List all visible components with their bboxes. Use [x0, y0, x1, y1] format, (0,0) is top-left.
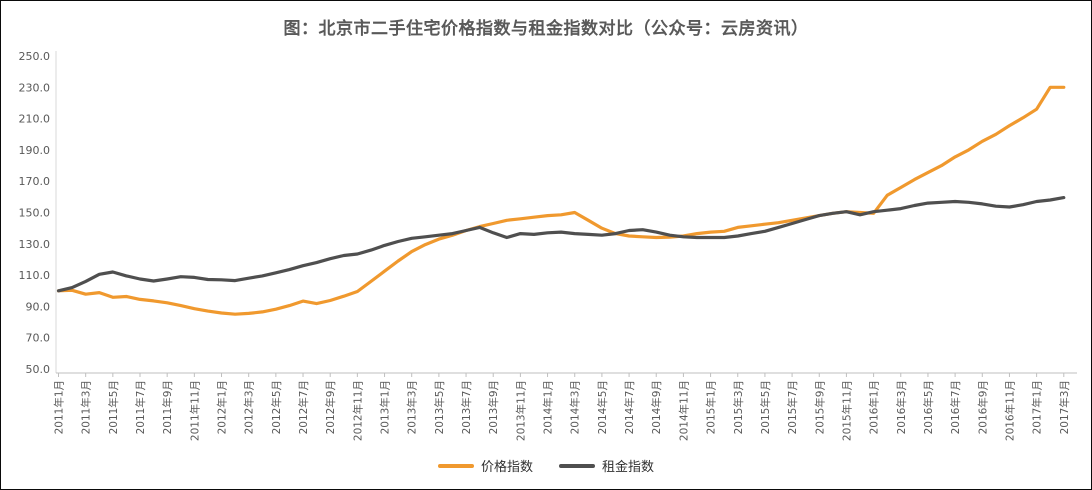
rent-legend-swatch: [559, 463, 595, 468]
x-tick-label: 2017年1月: [1031, 380, 1044, 434]
x-tick-label: 2013年11月: [514, 380, 527, 441]
y-tick-label: 230.0: [19, 81, 51, 94]
y-tick-label: 110.0: [19, 269, 51, 282]
x-tick-label: 2014年3月: [569, 380, 582, 434]
x-tick-label: 2014年9月: [650, 380, 663, 434]
x-tick-label: 2015年5月: [759, 380, 772, 434]
x-tick-label: 2015年7月: [786, 380, 799, 434]
x-tick-label: 2011年1月: [53, 380, 66, 434]
x-tick-label: 2013年3月: [406, 380, 419, 434]
y-tick-label: 150.0: [19, 207, 51, 220]
x-tick-label: 2012年9月: [324, 380, 337, 434]
x-tick-label: 2012年3月: [243, 380, 256, 434]
price-legend-label: 价格指数: [480, 460, 533, 475]
x-tick-label: 2015年9月: [813, 380, 826, 434]
x-tick-label: 2015年3月: [732, 380, 745, 434]
legend-item-rent: 租金指数: [559, 456, 654, 475]
y-tick-label: 190.0: [19, 144, 51, 157]
x-tick-label: 2017年3月: [1058, 380, 1071, 434]
x-tick-label: 2011年11月: [188, 380, 201, 441]
x-tick-label: 2012年11月: [351, 380, 364, 441]
x-tick-label: 2012年7月: [297, 380, 310, 434]
y-tick-label: 70.0: [26, 332, 51, 345]
x-tick-label: 2016年9月: [976, 380, 989, 434]
y-tick-label: 50.0: [26, 363, 51, 376]
x-tick-label: 2014年7月: [623, 380, 636, 434]
x-tick-label: 2016年3月: [895, 380, 908, 434]
x-tick-label: 2013年9月: [487, 380, 500, 434]
price-legend-swatch: [437, 463, 474, 468]
y-tick-label: 130.0: [19, 238, 51, 251]
x-tick-label: 2011年3月: [80, 380, 93, 434]
x-tick-label: 2014年11月: [677, 380, 690, 441]
chart-canvas: 250.0 230.0 210.0 190.0 170.0 150.0 130.0 110.0…: [19, 50, 1077, 441]
y-tick-label: 210.0: [19, 113, 51, 126]
x-tick-label: 2016年7月: [949, 380, 962, 434]
x-tick-label: 2011年5月: [107, 380, 120, 434]
x-tick-label: 2012年5月: [270, 380, 283, 434]
x-tick-label: 2016年11月: [1003, 380, 1016, 441]
y-tick-label: 250.0: [19, 50, 51, 63]
x-tick-label: 2014年1月: [542, 380, 555, 434]
y-tick-label: 170.0: [19, 175, 51, 188]
x-tick-label: 2014年5月: [596, 380, 609, 434]
x-tick-label: 2013年5月: [433, 380, 446, 434]
x-tick-label: 2015年11月: [840, 380, 853, 441]
y-tick-label: 90.0: [26, 300, 51, 313]
page-title: 图：北京市二手住宅价格指数与租金指数对比（公众号：云房资讯）: [283, 19, 809, 39]
legend: 价格指数 租金指数: [1, 456, 1091, 475]
x-tick-label: 2011年9月: [161, 380, 174, 434]
price-index-line: [56, 85, 1066, 316]
x-tick-label: 2016年1月: [868, 380, 881, 434]
x-tick-label: 2013年7月: [460, 380, 473, 434]
x-tick-label: 2013年1月: [379, 380, 392, 434]
x-tick-label: 2016年5月: [922, 380, 935, 434]
x-tick-label: 2012年1月: [216, 380, 229, 434]
x-tick-label: 2015年1月: [705, 380, 718, 434]
rent-legend-label: 租金指数: [602, 460, 655, 475]
legend-item-price: 价格指数: [437, 456, 533, 475]
rent-index-line: [56, 196, 1066, 293]
x-tick-label: 2011年7月: [134, 380, 147, 434]
